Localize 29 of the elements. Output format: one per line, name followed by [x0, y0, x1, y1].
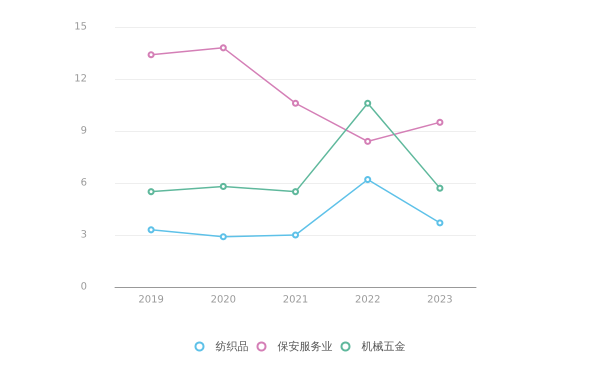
point: [364, 138, 372, 145]
point: [436, 219, 444, 226]
x-tick-label: 2019: [138, 294, 164, 306]
y-tick-label: 3: [80, 230, 87, 240]
point: [220, 44, 227, 52]
x-tick-label: 2022: [354, 294, 380, 306]
point: [220, 182, 227, 190]
y-tick-label: 6: [80, 178, 87, 188]
x-tick-label: 2020: [210, 294, 236, 306]
point: [148, 226, 155, 234]
point: [364, 100, 372, 107]
x-tick-label: 2023: [427, 294, 453, 306]
y-tick-label: 9: [80, 126, 87, 136]
point: [436, 184, 444, 192]
point: [148, 188, 155, 196]
y-tick-label: 12: [74, 74, 87, 84]
point: [292, 232, 299, 238]
point: [148, 51, 155, 58]
x-tick-label: 2021: [282, 294, 308, 306]
point: [220, 233, 227, 240]
legend-label: 机械五金: [362, 340, 406, 353]
y-tick-label: 15: [74, 22, 87, 32]
point: [364, 176, 372, 184]
legend-label: 保安服务业: [278, 340, 332, 353]
point: [292, 100, 299, 107]
legend-label: 纺织品: [216, 340, 248, 353]
point: [292, 188, 299, 196]
y-tick-label: 0: [80, 282, 87, 292]
point: [436, 118, 444, 126]
